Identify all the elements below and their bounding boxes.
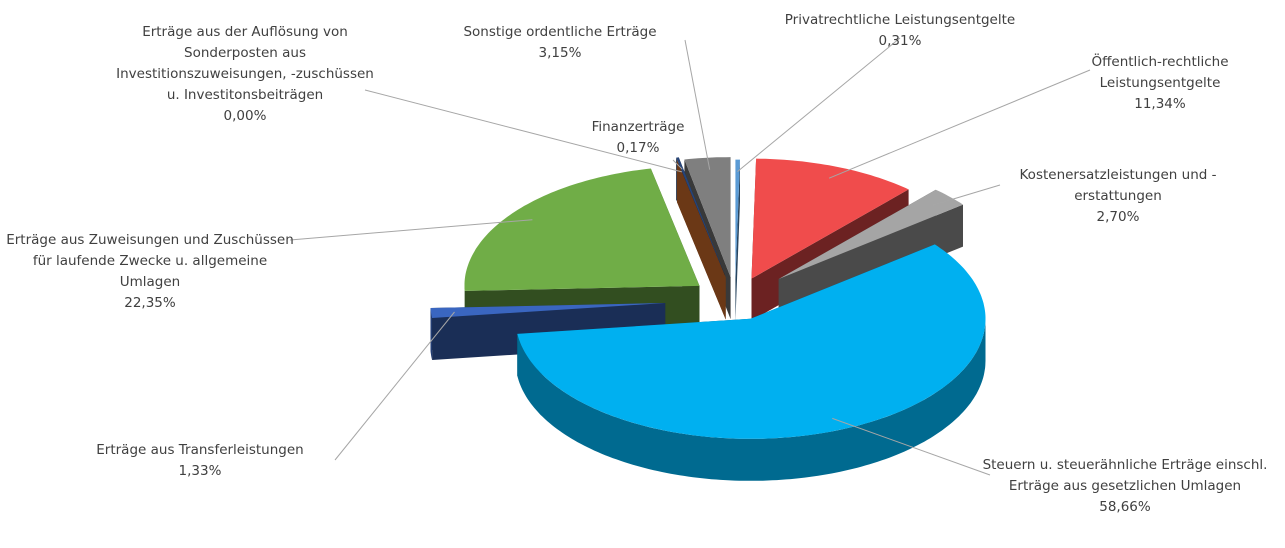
slice (517, 244, 986, 439)
data-label: Finanzerträge 0,17% (568, 117, 708, 159)
value-label: 0,17% (616, 140, 660, 156)
value-label: 1,33% (178, 463, 222, 479)
slice-wall (430, 308, 433, 360)
leader-line (832, 417, 991, 476)
value-label: 3,15% (538, 45, 582, 61)
category-label: Erträge aus der Auflösung von Sonderpost… (116, 24, 374, 103)
category-label: Kostenersatzleistungen und -erstattungen (1019, 167, 1217, 204)
leader-line (672, 159, 683, 170)
value-label: 2,70% (1096, 209, 1140, 225)
leader-line (334, 311, 455, 461)
leader-line (737, 37, 901, 172)
slice (430, 303, 666, 318)
data-label: Sonstige ordentliche Erträge 3,15% (435, 22, 685, 64)
data-label: Öffentlich-rechtliche Leistungsentgelte 1… (1060, 52, 1260, 115)
category-label: Sonstige ordentliche Erträge (463, 24, 657, 40)
slice-wall (517, 318, 986, 481)
slice (751, 158, 909, 279)
slice-side (677, 160, 726, 320)
data-label: Steuern u. steuerähnliche Erträge einsch… (975, 455, 1275, 518)
slice (684, 157, 731, 278)
leader-line (684, 39, 711, 170)
slice-side (735, 159, 740, 322)
category-label: Erträge aus Transferleistungen (96, 442, 304, 458)
data-label: Erträge aus der Auflösung von Sonderpost… (115, 22, 375, 127)
slice (464, 168, 700, 291)
data-label: Erträge aus Zuweisungen und Zuschüssen f… (5, 230, 295, 314)
data-label: Privatrechtliche Leistungsentgelte 0,31% (730, 10, 1070, 52)
category-label: Erträge aus Zuweisungen und Zuschüssen f… (6, 232, 294, 290)
slice (735, 159, 740, 280)
category-label: Privatrechtliche Leistungsentgelte (784, 12, 1016, 28)
slice (778, 189, 963, 279)
value-label: 0,00% (223, 108, 267, 124)
value-label: 22,35% (124, 295, 176, 311)
category-label: Öffentlich-rechtliche Leistungsentgelte (1091, 54, 1229, 91)
leader-line (364, 89, 683, 173)
category-label: Steuern u. steuerähnliche Erträge einsch… (982, 457, 1268, 494)
data-label: Kostenersatzleistungen und -erstattungen… (988, 165, 1248, 228)
value-label: 11,34% (1134, 96, 1186, 112)
leader-line (932, 184, 1001, 206)
value-label: 58,66% (1099, 499, 1151, 515)
slice (677, 160, 726, 278)
category-label: Finanzerträge (591, 119, 685, 135)
data-label: Erträge aus Transferleistungen 1,33% (60, 440, 340, 482)
leader-line (289, 219, 533, 241)
value-label: 0,31% (878, 33, 922, 49)
slice (676, 157, 725, 275)
leader-line (828, 69, 1091, 179)
